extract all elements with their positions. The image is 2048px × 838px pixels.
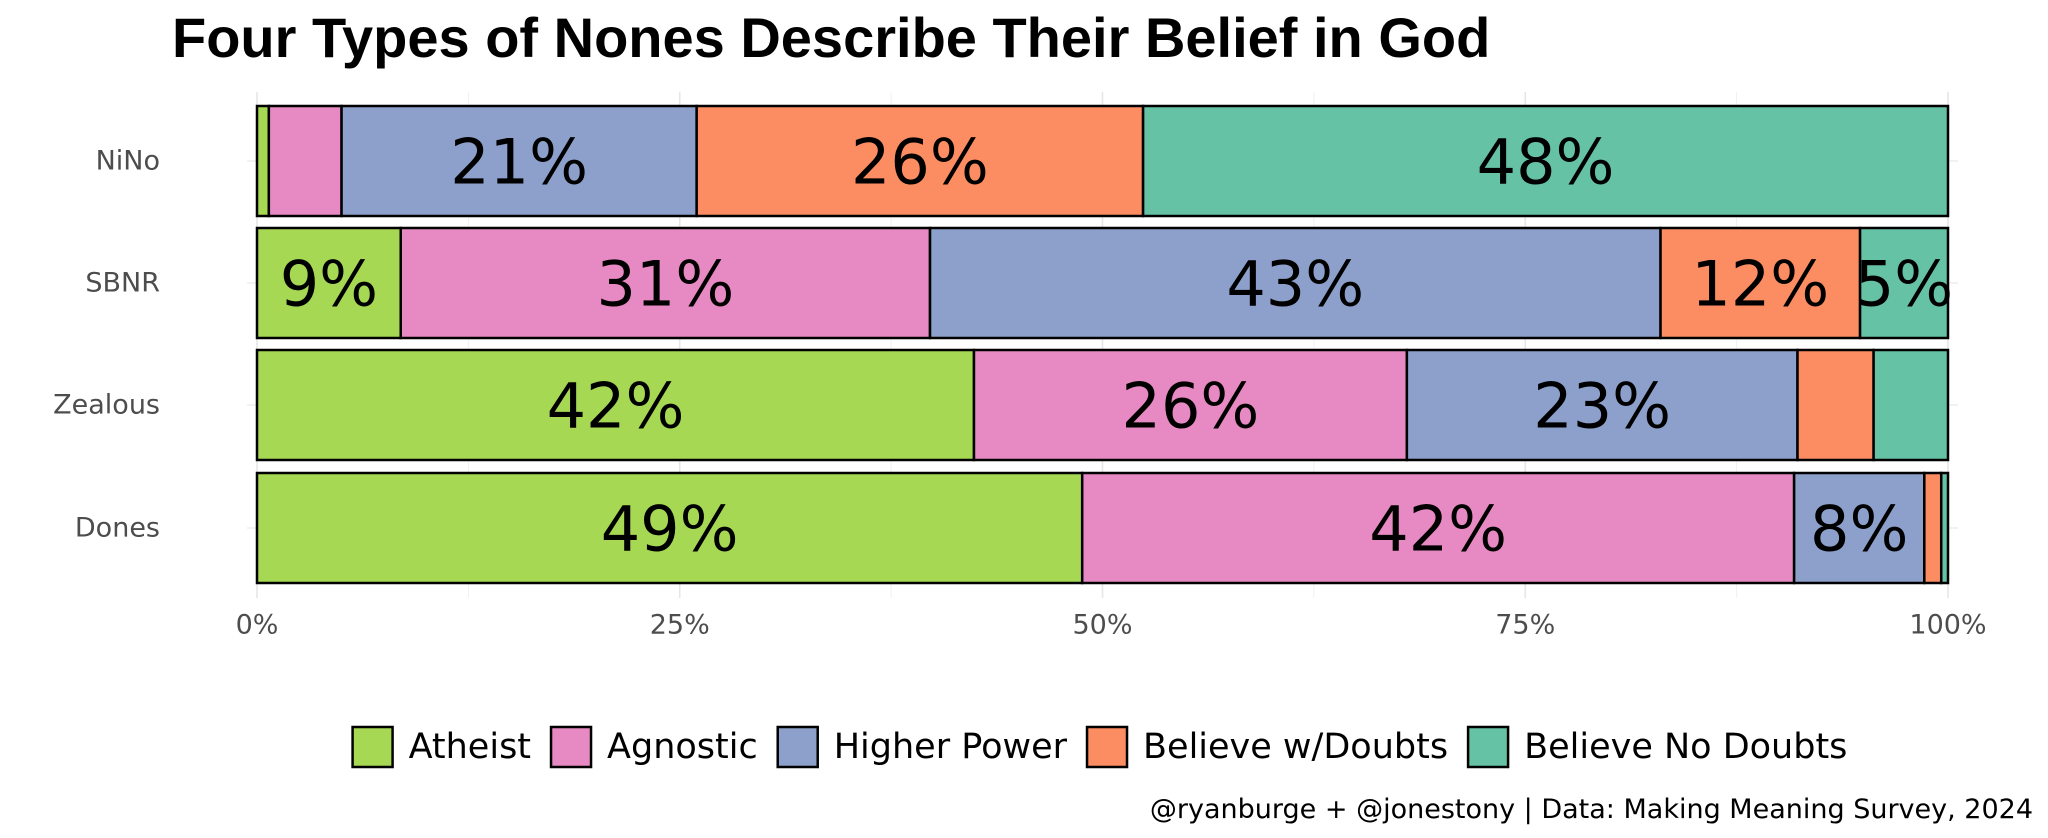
legend-swatch: [549, 725, 593, 769]
data-label: 43%: [1226, 248, 1364, 321]
legend-label: Higher Power: [834, 727, 1068, 767]
data-label: 42%: [547, 370, 685, 443]
data-label: 49%: [601, 493, 739, 566]
bar-segment: [399, 226, 932, 340]
chart-caption: @ryanburge + @jonestony | Data: Making M…: [1150, 794, 2033, 825]
legend-label: Atheist: [409, 727, 531, 767]
legend-label: Believe w/Doubts: [1143, 727, 1448, 767]
bar-segment: [267, 104, 343, 218]
bar-segment: [1858, 226, 1950, 340]
data-label: 23%: [1533, 370, 1671, 443]
bar-segment: [1141, 104, 1950, 218]
legend-label: Believe No Doubts: [1524, 727, 1847, 767]
data-label: 5%: [1855, 248, 1953, 321]
bar-segment: [928, 226, 1662, 340]
bar-segment: [972, 348, 1409, 462]
bars: 21% 26% 48% 9% 31% 43% 12% 5% 42% 26% 23% 49% 42% 8%: [255, 104, 1953, 585]
legend: Atheist Agnostic Higher Power Believe w/Dou…: [351, 725, 1847, 769]
legend-swatch: [351, 725, 394, 769]
chart-title: Four Types of Nones Describe Their Belie…: [172, 6, 1490, 69]
data-label: 26%: [1122, 370, 1260, 443]
bar-segment: [255, 104, 271, 218]
bar-segment: [1405, 348, 1799, 462]
bar-segment: [255, 226, 402, 340]
x-tick-label: 25%: [650, 610, 710, 641]
bar-segment: [1923, 471, 1943, 585]
bar-segment: [1872, 348, 1950, 462]
legend-swatch: [776, 725, 819, 769]
data-label: 26%: [851, 126, 989, 199]
data-label: 31%: [596, 248, 734, 321]
y-tick-label: NiNo: [96, 146, 160, 177]
bar-segment: [1792, 471, 1926, 585]
data-label: 8%: [1810, 493, 1908, 566]
x-tick-label: 50%: [1072, 610, 1132, 641]
y-axis-labels: NiNo SBNR Zealous Dones: [53, 146, 160, 544]
legend-swatch: [1466, 725, 1510, 769]
legend-label: Agnostic: [607, 727, 758, 767]
bar-segment: [1659, 226, 1862, 340]
data-label: 9%: [280, 248, 378, 321]
bar-segment: [1796, 348, 1875, 462]
data-label: 42%: [1369, 493, 1507, 566]
bar-segment: [340, 104, 698, 218]
bar-segment: [1939, 471, 1950, 585]
y-tick-label: Zealous: [53, 390, 160, 421]
x-axis-labels: 0% 25% 50% 75% 100%: [236, 610, 1987, 641]
x-tick-label: 75%: [1495, 610, 1555, 641]
data-label: 21%: [450, 126, 588, 199]
x-tick-label: 100%: [1909, 610, 1986, 641]
data-label: 12%: [1691, 248, 1829, 321]
bar-segment: [695, 104, 1145, 218]
data-label: 48%: [1477, 126, 1615, 199]
legend-swatch: [1085, 725, 1129, 769]
y-tick-label: Dones: [75, 513, 160, 544]
bar-segment: [1080, 471, 1796, 585]
x-tick-label: 0%: [236, 610, 279, 641]
bar-segment: [255, 348, 976, 462]
y-tick-label: SBNR: [85, 268, 160, 299]
